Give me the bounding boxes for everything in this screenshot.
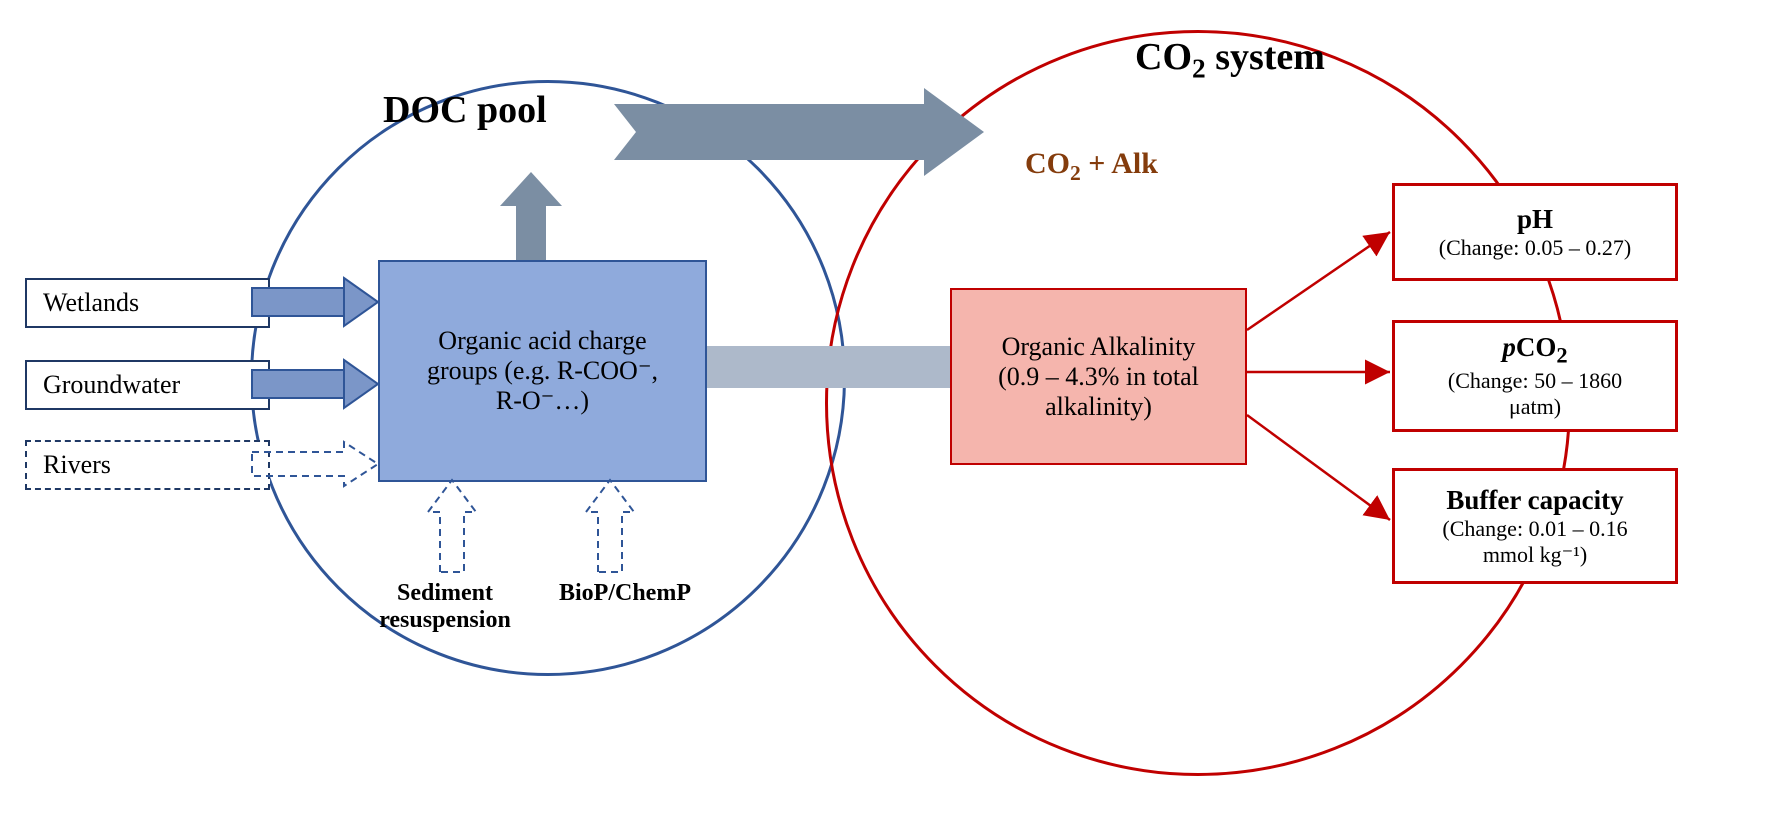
output-pco2-sub1: (Change: 50 – 1860 — [1448, 368, 1622, 394]
source-rivers: Rivers — [25, 440, 270, 490]
label-biop: BioP/ChemP — [535, 580, 715, 607]
output-buffer-title: Buffer capacity — [1446, 485, 1623, 516]
source-groundwater: Groundwater — [25, 360, 270, 410]
diagram-stage: Organic acid charge groups (e.g. R-COO⁻,… — [0, 0, 1771, 816]
organic-acid-line3: R-O⁻…) — [496, 386, 589, 415]
output-ph-title: pH — [1517, 204, 1553, 235]
output-pco2-title: pCO2 — [1502, 332, 1567, 368]
output-ph-sub: (Change: 0.05 – 0.27) — [1439, 235, 1631, 261]
org-alk-line2: (0.9 – 4.3% in total — [998, 362, 1199, 391]
org-alk-line3: alkalinity) — [1045, 392, 1152, 421]
co2-system-title: CO2 system — [1135, 35, 1325, 85]
organic-alkalinity-node: Organic Alkalinity (0.9 – 4.3% in total … — [950, 288, 1247, 465]
output-pco2-sub2: μatm) — [1509, 394, 1561, 420]
co2-alk-subtitle: CO2 + Alk — [1025, 147, 1158, 186]
organic-acid-line1: Organic acid charge — [438, 326, 646, 355]
doc-pool-title: DOC pool — [383, 88, 547, 132]
source-wetlands: Wetlands — [25, 278, 270, 328]
degradation-arrow-label: DOC degradation — [614, 104, 924, 160]
connector-bar — [695, 346, 951, 388]
organic-acid-line2: groups (e.g. R-COO⁻, — [427, 356, 658, 385]
output-buffer-sub2: mmol kg⁻¹) — [1483, 542, 1587, 568]
output-buffer-sub1: (Change: 0.01 – 0.16 — [1442, 516, 1627, 542]
output-ph: pH (Change: 0.05 – 0.27) — [1392, 183, 1678, 281]
organic-acid-node: Organic acid charge groups (e.g. R-COO⁻,… — [378, 260, 707, 482]
output-pco2: pCO2 (Change: 50 – 1860 μatm) — [1392, 320, 1678, 432]
org-alk-line1: Organic Alkalinity — [1002, 332, 1196, 361]
label-sediment: Sediment resuspension — [360, 580, 530, 634]
output-buffer: Buffer capacity (Change: 0.01 – 0.16 mmo… — [1392, 468, 1678, 584]
